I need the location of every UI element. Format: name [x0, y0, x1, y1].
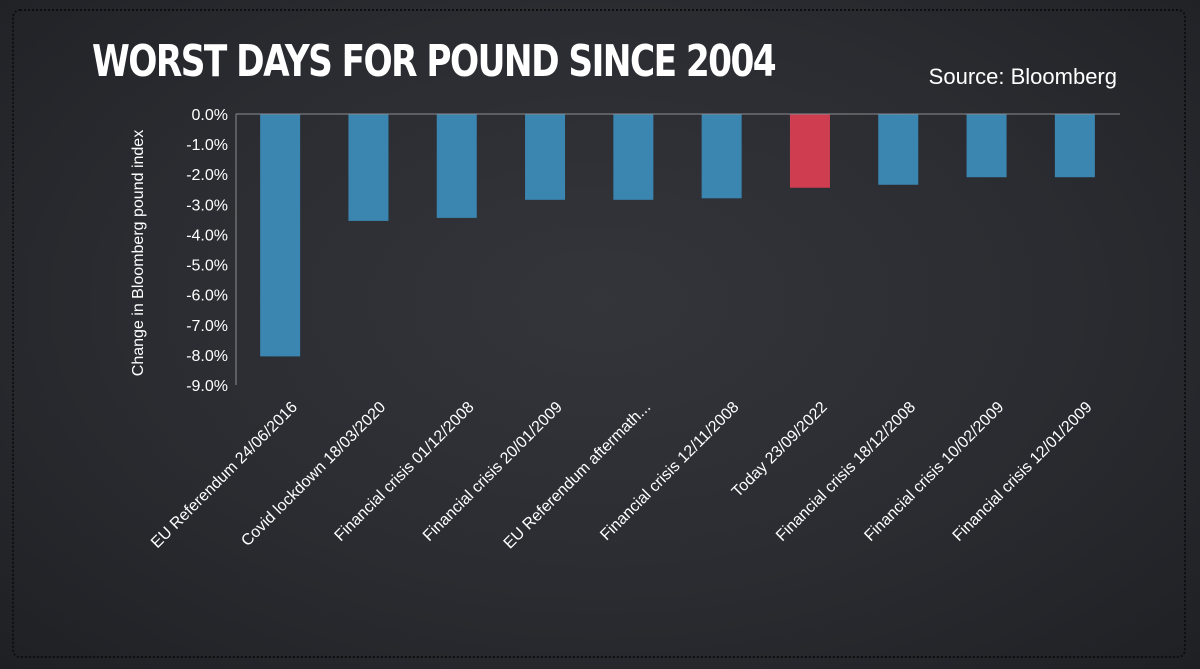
x-category-label: EU Referendum 24/06/2016 [148, 399, 301, 552]
bar [436, 114, 477, 218]
x-category-label: Financial crisis 12/01/2009 [950, 399, 1096, 545]
x-category-label: EU Referendum aftermath... [501, 399, 655, 553]
y-tick-label: -6.0% [186, 288, 228, 305]
x-category-label: Today 23/09/2022 [729, 399, 831, 501]
bar [260, 114, 301, 357]
y-tick-label: 0.0% [192, 107, 228, 124]
x-category-label: Financial crisis 18/12/2008 [773, 399, 919, 545]
x-category-label: Covid lockdown 18/03/2020 [238, 399, 389, 550]
chart-frame [12, 9, 1186, 658]
bar [878, 114, 919, 185]
x-category-label: Financial crisis 10/02/2009 [861, 399, 1007, 545]
chart-title: WORST DAYS FOR POUND SINCE 2004 [92, 36, 777, 87]
source-label: Source: Bloomberg [928, 64, 1117, 89]
y-tick-label: -2.0% [186, 167, 228, 184]
bar [701, 114, 742, 199]
y-tick-label: -3.0% [186, 197, 228, 214]
y-tick-label: -9.0% [186, 378, 228, 395]
y-tick-label: -7.0% [186, 318, 228, 335]
y-tick-label: -5.0% [186, 258, 228, 275]
bar [613, 114, 654, 200]
y-tick-label: -4.0% [186, 227, 228, 244]
bars-group [260, 114, 1095, 357]
bar [1054, 114, 1095, 178]
y-tick-label: -8.0% [186, 348, 228, 365]
bar [966, 114, 1007, 178]
y-tick-labels: 0.0% -1.0% -2.0% -3.0% -4.0% -5.0% -6.0% -7.0% -… [186, 107, 228, 395]
x-category-label: Financial crisis 01/12/2008 [332, 399, 478, 545]
y-axis-label: Change in Bloomberg pound index [130, 130, 147, 376]
bar [789, 114, 830, 188]
bar [525, 114, 566, 200]
x-category-label: Financial crisis 20/01/2009 [420, 399, 566, 545]
y-tick-label: -1.0% [186, 137, 228, 154]
bar [348, 114, 389, 221]
